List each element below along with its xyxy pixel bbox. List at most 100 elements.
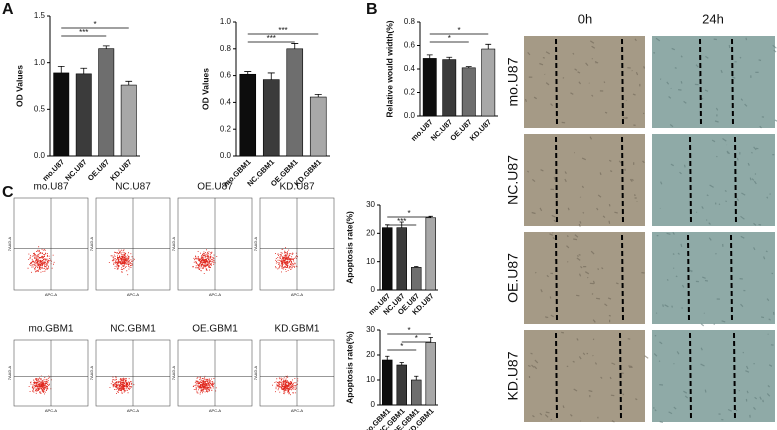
y-axis-label: Apoptosis rate(%) xyxy=(344,211,354,284)
micrograph xyxy=(652,36,775,128)
x-axis-label: APC-A xyxy=(45,292,58,297)
error-bar xyxy=(80,67,88,74)
column-header: 0h xyxy=(578,11,592,26)
y-tick-label: 10 xyxy=(366,375,375,384)
plot-title: KD.U87 xyxy=(279,182,314,193)
y-tick-label: 10 xyxy=(366,257,375,266)
cell-texture xyxy=(653,333,774,423)
micrograph xyxy=(652,134,775,226)
y-axis-label: Relative would width(%) xyxy=(384,20,394,117)
y-tick-label: 0.4 xyxy=(220,98,232,107)
error-bar xyxy=(465,66,472,68)
event-cloud xyxy=(275,247,298,273)
bar xyxy=(53,72,70,157)
significance-label: * xyxy=(415,334,418,343)
wound-edge xyxy=(734,136,737,224)
y-tick-label: 0.6 xyxy=(404,41,416,50)
wound-edge xyxy=(687,234,690,322)
x-axis-label: APC-A xyxy=(127,408,140,413)
wound-edge xyxy=(555,136,558,224)
bar xyxy=(309,96,327,157)
cell-texture xyxy=(653,37,777,129)
panel-label: C xyxy=(2,184,14,201)
event-cloud xyxy=(192,375,217,395)
cell-texture xyxy=(527,136,645,227)
bar xyxy=(75,73,92,157)
wound-edge xyxy=(731,38,734,126)
error-bar xyxy=(426,54,433,59)
bar xyxy=(411,267,422,291)
y-tick-label: 0.2 xyxy=(404,88,416,97)
event-cloud xyxy=(272,375,299,396)
plot-title: mo.GBM1 xyxy=(28,324,73,335)
plot-title: OE.GBM1 xyxy=(192,324,238,335)
wound-edge xyxy=(689,136,692,224)
error-bar xyxy=(291,43,299,49)
y-axis-label: 7AAD-A xyxy=(89,236,94,251)
y-tick-label: 20 xyxy=(366,228,375,237)
wound-edge xyxy=(621,234,624,322)
bar xyxy=(120,84,137,157)
x-axis-label: APC-A xyxy=(291,408,304,413)
bar xyxy=(396,364,407,406)
wound-edge xyxy=(555,38,558,126)
x-axis-label: APC-A xyxy=(127,292,140,297)
cell-texture xyxy=(527,331,649,423)
x-tick-label: OE.U87 xyxy=(86,157,111,182)
plot-title: OE.U87 xyxy=(197,182,233,193)
y-tick-label: 0.5 xyxy=(34,104,46,113)
bar xyxy=(382,359,393,406)
row-label: KD.U87 xyxy=(505,351,521,400)
x-axis-label: APC-A xyxy=(209,408,222,413)
significance-label: * xyxy=(448,34,451,43)
bar xyxy=(481,48,496,117)
y-axis-label: 7AAD-A xyxy=(89,365,94,380)
y-axis-label: 7AAD-A xyxy=(171,236,176,251)
bar xyxy=(286,48,304,157)
error-bar xyxy=(399,362,404,365)
micrograph xyxy=(524,36,645,128)
bar xyxy=(442,59,457,117)
wound-edge xyxy=(555,234,558,322)
bar xyxy=(411,379,422,406)
event-cloud xyxy=(109,376,135,394)
y-tick-label: 0.0 xyxy=(404,111,416,120)
row-label: NC.U87 xyxy=(505,155,521,205)
plot-title: KD.GBM1 xyxy=(274,324,319,335)
wound-edge xyxy=(730,234,733,322)
y-axis-label: Apoptosis rate(%) xyxy=(344,331,354,404)
event-cloud xyxy=(27,246,55,273)
error-bar xyxy=(485,43,492,50)
micrograph xyxy=(524,134,645,226)
significance-label: *** xyxy=(397,217,406,226)
y-tick-label: 0.8 xyxy=(404,17,416,26)
error-bar xyxy=(385,355,390,360)
significance-label: * xyxy=(407,209,410,218)
y-tick-label: 30 xyxy=(366,200,375,209)
event-cloud xyxy=(192,249,218,274)
error-bar xyxy=(446,56,453,60)
x-tick-label: mo.U87 xyxy=(41,157,67,183)
row-label: mo.U87 xyxy=(505,57,521,106)
y-tick-label: 0.6 xyxy=(220,71,232,80)
micrograph xyxy=(652,330,775,422)
x-axis-label: APC-A xyxy=(45,408,58,413)
micrograph xyxy=(524,232,645,324)
micrograph xyxy=(652,232,775,324)
x-axis-label: APC-A xyxy=(209,292,222,297)
error-bar xyxy=(314,93,322,98)
significance-label: * xyxy=(400,342,403,351)
cell-texture xyxy=(659,138,775,226)
significance-label: *** xyxy=(267,34,276,43)
y-tick-label: 20 xyxy=(366,350,375,359)
bar xyxy=(239,73,257,157)
plot-title: NC.U87 xyxy=(115,182,151,193)
y-axis-label: 7AAD-A xyxy=(7,365,12,380)
significance-label: *** xyxy=(79,28,88,37)
bar xyxy=(425,217,436,291)
significance-label: * xyxy=(93,20,96,29)
bar xyxy=(461,67,476,117)
y-tick-label: 0.4 xyxy=(404,64,416,73)
cell-texture xyxy=(524,38,646,126)
